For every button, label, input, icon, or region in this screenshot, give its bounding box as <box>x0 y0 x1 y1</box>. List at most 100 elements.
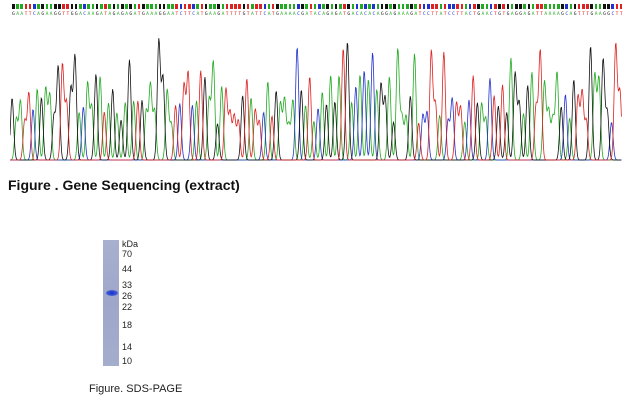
base-letter: A <box>91 12 95 17</box>
base-letter: A <box>305 12 309 17</box>
base-letter: C <box>611 12 615 17</box>
base-letter: A <box>531 12 535 17</box>
base-letter: G <box>380 12 384 17</box>
base-letter: T <box>540 12 543 17</box>
base-letter: T <box>619 12 623 17</box>
base-quality-block <box>586 4 589 9</box>
marker-label: 44 <box>122 264 133 274</box>
base-quality-block <box>196 4 200 9</box>
base-quality-block <box>468 4 472 9</box>
base-quality-block <box>91 4 95 9</box>
kda-unit-label: kDa <box>122 239 139 249</box>
base-letter: A <box>267 12 271 17</box>
base-quality-block <box>385 4 388 9</box>
base-letter: A <box>338 12 342 17</box>
base-quality-block <box>133 4 137 9</box>
base-quality-block <box>326 4 329 9</box>
base-letter: G <box>53 12 57 17</box>
base-quality-block <box>246 4 250 9</box>
base-letter: T <box>200 12 204 17</box>
base-letter: G <box>326 12 330 17</box>
base-letter: A <box>569 12 573 17</box>
base-quality-block <box>158 4 162 9</box>
base-quality-block <box>104 4 107 9</box>
base-quality-block <box>401 4 405 9</box>
base-quality-block <box>569 4 573 9</box>
base-letter: G <box>385 12 388 17</box>
marker-label: 26 <box>122 291 133 301</box>
base-letter: T <box>230 12 233 17</box>
base-letter: A <box>100 12 103 17</box>
base-letter: A <box>45 12 49 17</box>
base-quality-block <box>53 4 57 9</box>
base-letter: C <box>297 12 300 17</box>
base-letter: A <box>280 12 284 17</box>
base-quality-block <box>20 4 23 9</box>
base-quality-block <box>24 4 28 9</box>
base-letter: T <box>28 12 32 17</box>
base-letter: T <box>62 12 66 17</box>
base-letter: C <box>263 12 267 17</box>
base-quality-block <box>376 4 380 9</box>
base-quality-block <box>393 4 397 9</box>
base-quality-block <box>598 4 602 9</box>
base-letter: C <box>468 12 472 17</box>
base-quality-block <box>146 4 149 9</box>
base-quality-block <box>338 4 342 9</box>
base-letter: T <box>66 12 70 17</box>
base-letter: T <box>234 12 237 17</box>
base-letter: G <box>301 12 305 17</box>
base-quality-block <box>167 4 170 9</box>
base-letter: T <box>183 12 187 17</box>
base-letter: G <box>410 12 414 17</box>
base-letter: G <box>603 12 606 17</box>
sds-page-caption: Figure. SDS-PAGE <box>89 383 183 395</box>
base-letter: A <box>213 12 217 17</box>
base-quality-block <box>426 4 430 9</box>
base-letter: G <box>607 12 611 17</box>
base-letter: T <box>175 12 179 17</box>
base-quality-block <box>561 4 564 9</box>
base-quality-block <box>489 4 493 9</box>
base-letter: G <box>12 12 15 17</box>
base-quality-block <box>234 4 237 9</box>
base-quality-block <box>615 4 619 9</box>
base-letter: T <box>443 12 447 17</box>
base-letter: G <box>162 12 166 17</box>
base-letter: G <box>58 12 61 17</box>
base-quality-block <box>431 4 434 9</box>
base-letter: T <box>456 12 460 17</box>
base-quality-block <box>284 4 288 9</box>
base-letter: C <box>427 12 430 17</box>
base-letter: A <box>87 12 91 17</box>
base-letter: T <box>577 12 581 17</box>
base-quality-block <box>313 4 317 9</box>
base-quality-block <box>125 4 128 9</box>
base-quality-block <box>175 4 179 9</box>
base-quality-block <box>322 4 325 9</box>
base-quality-block <box>242 4 246 9</box>
base-quality-block <box>129 4 132 9</box>
base-letter: G <box>141 12 145 17</box>
base-letter: A <box>552 12 556 17</box>
base-letter: G <box>561 12 564 17</box>
base-letter: T <box>343 12 346 17</box>
base-quality-block <box>250 4 254 9</box>
base-quality-block <box>573 4 577 9</box>
base-quality-block <box>66 4 70 9</box>
base-quality-block <box>70 4 74 9</box>
base-letter: A <box>20 12 24 17</box>
base-letter: A <box>146 12 149 17</box>
base-letter: T <box>137 12 141 17</box>
base-quality-block <box>619 4 623 9</box>
base-quality-block <box>494 4 497 9</box>
base-quality-block <box>452 4 455 9</box>
base-quality-block <box>225 4 229 9</box>
base-letter: A <box>133 12 137 17</box>
base-letter: G <box>70 12 74 17</box>
base-quality-block <box>192 4 195 9</box>
base-quality-block <box>292 4 296 9</box>
base-quality-block <box>74 4 78 9</box>
base-quality-block <box>544 4 547 9</box>
